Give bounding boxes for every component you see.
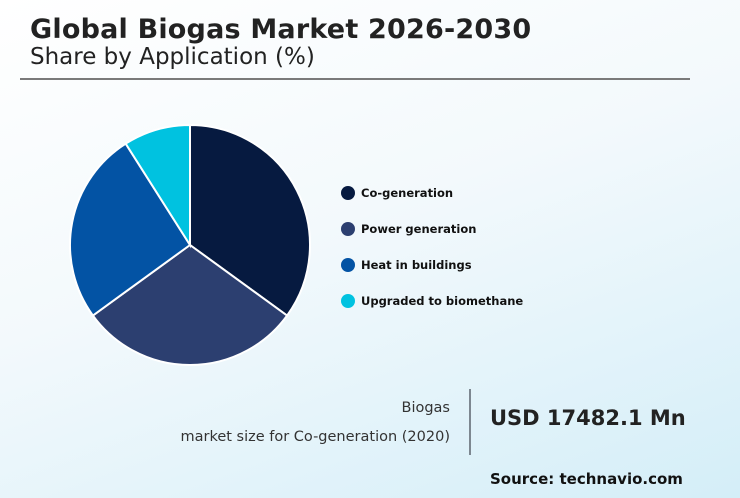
market-size-value: USD 17482.1 Mn: [490, 406, 686, 430]
legend-item: Upgraded to biomethane: [341, 283, 523, 319]
legend-item: Power generation: [341, 211, 523, 247]
legend-label: Co-generation: [361, 186, 454, 200]
source-text: Source: technavio.com: [490, 470, 683, 488]
legend-item: Co-generation: [341, 175, 523, 211]
chart-subtitle: Share by Application (%): [30, 44, 315, 70]
market-size-label-line2: market size for Co-generation (2020): [180, 429, 450, 445]
header-divider: [20, 78, 690, 80]
pie-slice-heat-in-buildings: [69, 142, 192, 317]
pie-slice-upgraded-to-biomethane: [124, 123, 191, 249]
market-size-label-line1: Biogas: [401, 400, 451, 416]
legend-label: Heat in buildings: [361, 258, 472, 272]
legend-swatch-icon: [341, 258, 355, 272]
legend-swatch-icon: [341, 186, 355, 200]
pie-chart: [69, 123, 311, 366]
legend-swatch-icon: [341, 294, 355, 308]
legend-item: Heat in buildings: [341, 247, 523, 283]
legend-label: Upgraded to biomethane: [361, 294, 524, 308]
info-divider: [469, 389, 471, 455]
legend-label: Power generation: [361, 222, 477, 236]
chart-title: Global Biogas Market 2026-2030: [30, 14, 532, 45]
legend: Co-generation Power generation Heat in bui…: [341, 175, 523, 319]
pie-slice-power-generation: [91, 243, 289, 366]
legend-swatch-icon: [341, 222, 355, 236]
pie-slice-co-generation: [189, 123, 311, 317]
